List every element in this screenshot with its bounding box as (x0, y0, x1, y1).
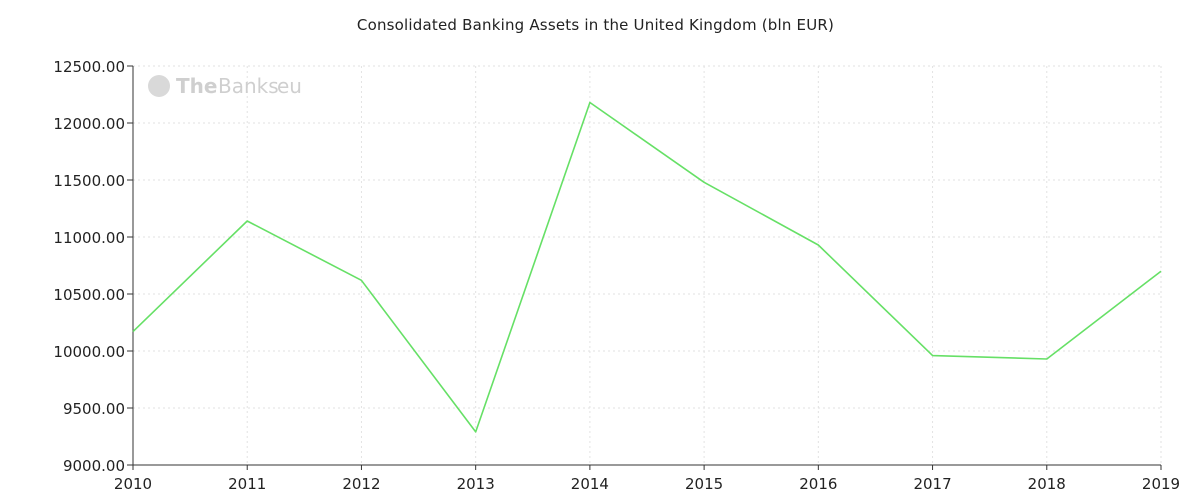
watermark-brand-bold: The (176, 74, 217, 98)
x-tick-label: 2010 (114, 475, 152, 493)
y-tick-label: 11000.00 (53, 229, 125, 247)
y-tick-label: 10500.00 (53, 286, 125, 304)
watermark-logo-icon (148, 75, 170, 97)
series-line (132, 101, 1162, 433)
watermark-suffix: eu (277, 74, 302, 98)
x-tick-label: 2015 (685, 475, 723, 493)
y-tick-label: 11500.00 (53, 172, 125, 190)
y-tick-label: 9500.00 (63, 400, 125, 418)
x-tick-label: 2013 (457, 475, 495, 493)
grid-layer (133, 65, 1162, 465)
chart-title: Consolidated Banking Assets in the Unite… (356, 16, 835, 34)
y-tick-label: 9000.00 (63, 457, 125, 475)
tick-label-layer: 9000.00 9500.00 10000.00 10500.00 11000.00 11… (53, 58, 1180, 493)
axis-layer (127, 65, 1162, 470)
x-tick-label: 2019 (1142, 475, 1180, 493)
x-tick-label: 2012 (342, 475, 380, 493)
watermark-brand-light: Banks (218, 74, 279, 98)
y-tick-label: 12500.00 (53, 58, 125, 76)
x-tick-label: 2014 (571, 475, 609, 493)
x-tick-label: 2011 (228, 475, 266, 493)
series-layer (132, 101, 1162, 433)
y-tick-label: 10000.00 (53, 343, 125, 361)
watermark-logo: The Banks eu (148, 74, 302, 98)
y-tick-label: 12000.00 (53, 115, 125, 133)
x-tick-label: 2017 (913, 475, 951, 493)
x-tick-label: 2018 (1028, 475, 1066, 493)
x-tick-label: 2016 (799, 475, 837, 493)
